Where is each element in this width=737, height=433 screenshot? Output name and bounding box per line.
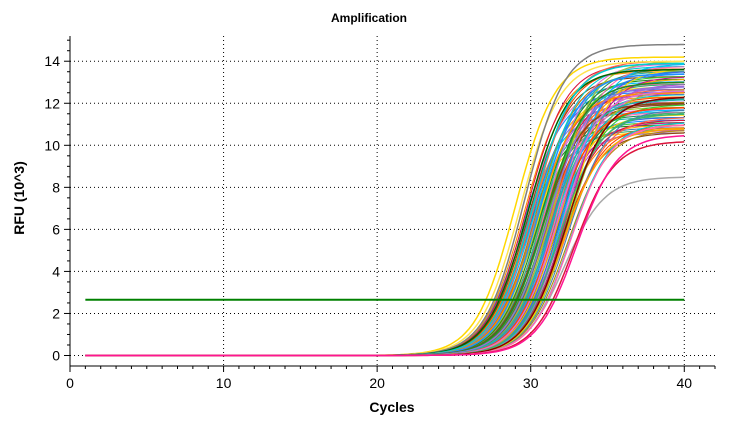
x-tick-label: 0 (66, 375, 74, 391)
y-tick-label: 10 (44, 137, 60, 153)
y-tick-label: 0 (52, 347, 60, 363)
tick-labels: 0 2 4 6 8 10 12 14 0 10 20 30 40 (44, 53, 692, 391)
y-tick-label: 12 (44, 95, 60, 111)
amplification-curve (85, 135, 685, 357)
x-tick-label: 20 (369, 375, 385, 391)
y-tick-label: 8 (52, 179, 60, 195)
amplification-curves (85, 43, 685, 357)
y-tick-label: 4 (52, 263, 60, 279)
y-tick-label: 14 (44, 53, 60, 69)
x-tick-label: 10 (216, 375, 232, 391)
y-axis-label: RFU (10^3) (11, 161, 27, 235)
x-tick-label: 40 (676, 375, 692, 391)
axes (64, 36, 716, 372)
chart-title: Amplification (331, 11, 407, 25)
x-axis-label: Cycles (369, 399, 414, 415)
y-tick-label: 2 (52, 305, 60, 321)
x-tick-label: 30 (523, 375, 539, 391)
y-tick-label: 6 (52, 221, 60, 237)
